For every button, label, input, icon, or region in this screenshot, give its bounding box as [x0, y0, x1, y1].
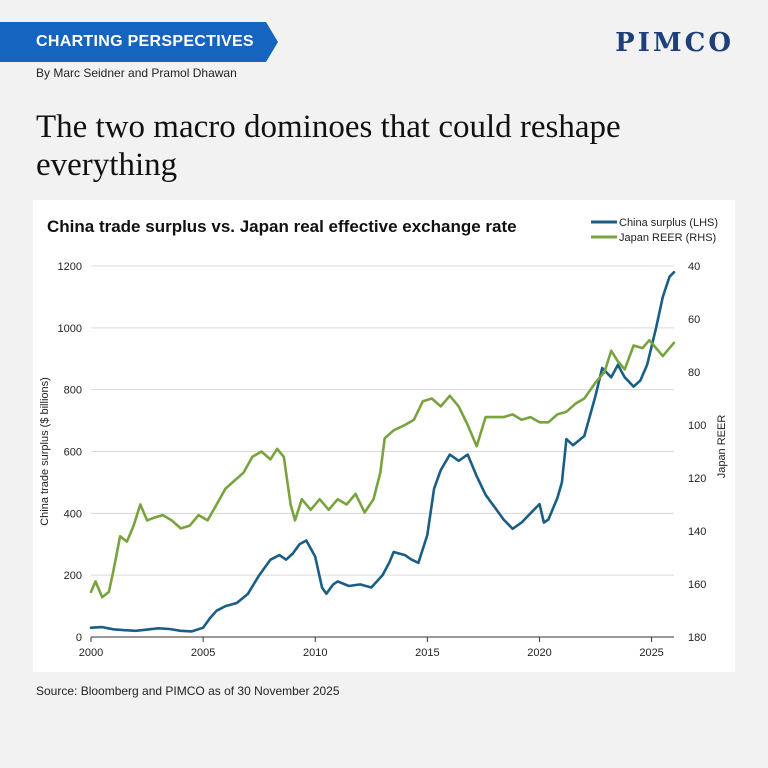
y-tick-label: 1000	[58, 323, 82, 335]
legend-label-2: Japan REER (RHS)	[619, 232, 716, 244]
y2-tick-label: 180	[688, 632, 706, 644]
line-chart: China trade surplus vs. Japan real effec…	[39, 217, 728, 659]
page-headline: The two macro dominoes that could reshap…	[36, 109, 621, 183]
y2-axis-label: Japan REER	[716, 415, 728, 479]
y2-tick-label: 80	[688, 367, 700, 379]
y2-tick-label: 140	[688, 526, 706, 538]
chart-panel: China trade surplus vs. Japan real effec…	[33, 200, 735, 672]
banner-label: CHARTING PERSPECTIVES	[36, 33, 254, 50]
banner-background	[0, 22, 278, 62]
y2-tick-label: 120	[688, 473, 706, 485]
y-tick-label: 200	[64, 570, 82, 582]
charting-perspectives-banner: CHARTING PERSPECTIVES	[0, 22, 278, 62]
pimco-logo: PIMCO	[615, 28, 734, 58]
chart-title: China trade surplus vs. Japan real effec…	[47, 217, 517, 236]
byline: By Marc Seidner and Pramol Dhawan	[36, 66, 237, 80]
legend-label-1: China surplus (LHS)	[619, 217, 718, 229]
series-line-2	[89, 338, 676, 599]
banner-arrow-shape	[0, 22, 278, 62]
x-tick-label: 2025	[639, 647, 663, 659]
y2-tick-label: 60	[688, 314, 700, 326]
x-tick-label: 2020	[527, 647, 551, 659]
y-tick-label: 400	[64, 508, 82, 520]
source-note: Source: Bloomberg and PIMCO as of 30 Nov…	[36, 684, 340, 698]
series-line-1	[89, 270, 676, 633]
x-tick-label: 2005	[191, 647, 215, 659]
y-axis-label: China trade surplus ($ billions)	[39, 377, 51, 526]
x-tick-label: 2015	[415, 647, 439, 659]
x-tick-label: 2000	[79, 647, 103, 659]
x-tick-label: 2010	[303, 647, 327, 659]
y-tick-label: 0	[76, 632, 82, 644]
y-tick-label: 800	[64, 385, 82, 397]
y2-tick-label: 40	[688, 261, 700, 273]
y-tick-label: 1200	[58, 261, 82, 273]
y2-tick-label: 100	[688, 420, 706, 432]
y2-tick-label: 160	[688, 579, 706, 591]
y-tick-label: 600	[64, 447, 82, 459]
